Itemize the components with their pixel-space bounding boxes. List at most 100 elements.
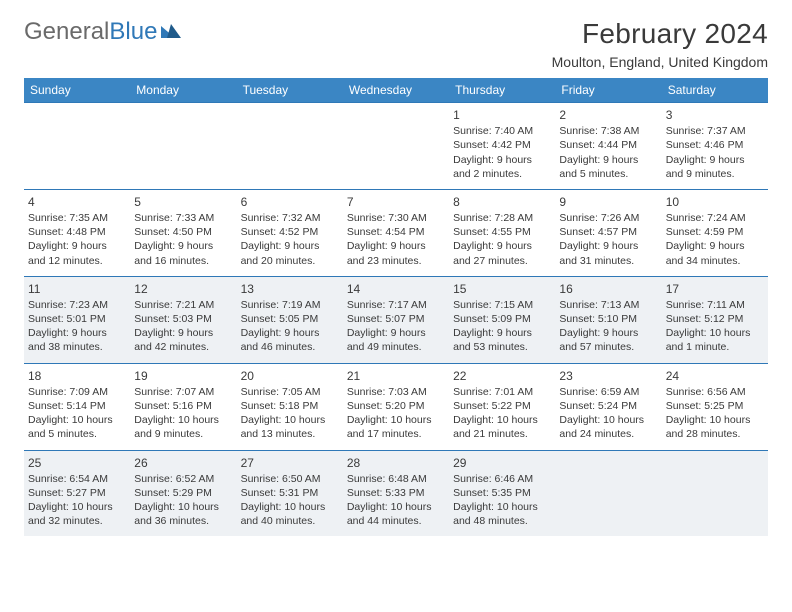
day-cell: [237, 103, 343, 190]
daylight-text-1: Daylight: 9 hours: [134, 239, 232, 253]
day-number: 14: [347, 281, 445, 297]
daylight-text-2: and 16 minutes.: [134, 254, 232, 268]
daylight-text-1: Daylight: 10 hours: [134, 500, 232, 514]
page-header: GeneralBlue February 2024 Moulton, Engla…: [24, 18, 768, 70]
daylight-text-2: and 44 minutes.: [347, 514, 445, 528]
day-number: 24: [666, 368, 764, 384]
day-cell: [24, 103, 130, 190]
day-number: 2: [559, 107, 657, 123]
calendar-page: GeneralBlue February 2024 Moulton, Engla…: [0, 0, 792, 612]
sunset-text: Sunset: 5:05 PM: [241, 312, 339, 326]
sunrise-text: Sunrise: 7:21 AM: [134, 298, 232, 312]
day-number: 10: [666, 194, 764, 210]
weekday-header: Thursday: [449, 78, 555, 103]
day-number: 5: [134, 194, 232, 210]
day-number: 1: [453, 107, 551, 123]
day-cell: 5Sunrise: 7:33 AMSunset: 4:50 PMDaylight…: [130, 189, 236, 276]
day-number: 9: [559, 194, 657, 210]
day-cell: 15Sunrise: 7:15 AMSunset: 5:09 PMDayligh…: [449, 276, 555, 363]
daylight-text-2: and 32 minutes.: [28, 514, 126, 528]
daylight-text-1: Daylight: 9 hours: [559, 239, 657, 253]
weekday-header: Wednesday: [343, 78, 449, 103]
daylight-text-1: Daylight: 9 hours: [241, 326, 339, 340]
sunset-text: Sunset: 4:52 PM: [241, 225, 339, 239]
daylight-text-2: and 12 minutes.: [28, 254, 126, 268]
weekday-header: Friday: [555, 78, 661, 103]
sunset-text: Sunset: 4:57 PM: [559, 225, 657, 239]
daylight-text-2: and 31 minutes.: [559, 254, 657, 268]
sunrise-text: Sunrise: 6:48 AM: [347, 472, 445, 486]
daylight-text-1: Daylight: 9 hours: [666, 153, 764, 167]
sunrise-text: Sunrise: 7:37 AM: [666, 124, 764, 138]
week-row: 11Sunrise: 7:23 AMSunset: 5:01 PMDayligh…: [24, 276, 768, 363]
daylight-text-2: and 17 minutes.: [347, 427, 445, 441]
daylight-text-1: Daylight: 9 hours: [559, 326, 657, 340]
day-cell: 28Sunrise: 6:48 AMSunset: 5:33 PMDayligh…: [343, 450, 449, 536]
sunrise-text: Sunrise: 6:54 AM: [28, 472, 126, 486]
sunset-text: Sunset: 5:01 PM: [28, 312, 126, 326]
daylight-text-2: and 36 minutes.: [134, 514, 232, 528]
day-number: 6: [241, 194, 339, 210]
sunset-text: Sunset: 4:55 PM: [453, 225, 551, 239]
day-cell: 6Sunrise: 7:32 AMSunset: 4:52 PMDaylight…: [237, 189, 343, 276]
day-number: 21: [347, 368, 445, 384]
sunset-text: Sunset: 4:42 PM: [453, 138, 551, 152]
daylight-text-1: Daylight: 10 hours: [241, 500, 339, 514]
sunrise-text: Sunrise: 7:38 AM: [559, 124, 657, 138]
daylight-text-2: and 13 minutes.: [241, 427, 339, 441]
week-row: 18Sunrise: 7:09 AMSunset: 5:14 PMDayligh…: [24, 363, 768, 450]
day-cell: 22Sunrise: 7:01 AMSunset: 5:22 PMDayligh…: [449, 363, 555, 450]
daylight-text-2: and 9 minutes.: [134, 427, 232, 441]
sunrise-text: Sunrise: 7:28 AM: [453, 211, 551, 225]
sunset-text: Sunset: 5:29 PM: [134, 486, 232, 500]
day-number: 19: [134, 368, 232, 384]
day-number: 12: [134, 281, 232, 297]
daylight-text-2: and 21 minutes.: [453, 427, 551, 441]
day-number: 15: [453, 281, 551, 297]
daylight-text-1: Daylight: 9 hours: [347, 326, 445, 340]
sunrise-text: Sunrise: 7:09 AM: [28, 385, 126, 399]
day-cell: 8Sunrise: 7:28 AMSunset: 4:55 PMDaylight…: [449, 189, 555, 276]
weekday-header: Saturday: [662, 78, 768, 103]
sunrise-text: Sunrise: 7:11 AM: [666, 298, 764, 312]
sunset-text: Sunset: 5:31 PM: [241, 486, 339, 500]
sunrise-text: Sunrise: 7:40 AM: [453, 124, 551, 138]
day-cell: 12Sunrise: 7:21 AMSunset: 5:03 PMDayligh…: [130, 276, 236, 363]
daylight-text-1: Daylight: 10 hours: [28, 413, 126, 427]
week-row: 1Sunrise: 7:40 AMSunset: 4:42 PM Daylight…: [24, 103, 768, 190]
sunrise-text: Sunrise: 7:01 AM: [453, 385, 551, 399]
day-number: 28: [347, 455, 445, 471]
sunset-text: Sunset: 5:16 PM: [134, 399, 232, 413]
weekday-header: Sunday: [24, 78, 130, 103]
day-cell: 17Sunrise: 7:11 AMSunset: 5:12 PMDayligh…: [662, 276, 768, 363]
daylight-text-1: Daylight: 10 hours: [134, 413, 232, 427]
daylight-text-1: Daylight: 10 hours: [559, 413, 657, 427]
daylight-text-1: Daylight: 9 hours: [241, 239, 339, 253]
daylight-text-1: Daylight: 10 hours: [241, 413, 339, 427]
day-number: 11: [28, 281, 126, 297]
sunrise-text: Sunrise: 7:32 AM: [241, 211, 339, 225]
daylight-text-2: and 20 minutes.: [241, 254, 339, 268]
daylight-text-2: and 27 minutes.: [453, 254, 551, 268]
daylight-text-2: and 49 minutes.: [347, 340, 445, 354]
daylight-text-2: and 57 minutes.: [559, 340, 657, 354]
day-cell: 19Sunrise: 7:07 AMSunset: 5:16 PMDayligh…: [130, 363, 236, 450]
day-cell: 11Sunrise: 7:23 AMSunset: 5:01 PMDayligh…: [24, 276, 130, 363]
sunrise-text: Sunrise: 7:07 AM: [134, 385, 232, 399]
day-number: 23: [559, 368, 657, 384]
day-cell: 14Sunrise: 7:17 AMSunset: 5:07 PMDayligh…: [343, 276, 449, 363]
sunrise-text: Sunrise: 6:52 AM: [134, 472, 232, 486]
daylight-text-2: and 24 minutes.: [559, 427, 657, 441]
daylight-text-2: and 48 minutes.: [453, 514, 551, 528]
day-number: 27: [241, 455, 339, 471]
logo-triangle-icon: [161, 17, 183, 45]
weekday-header-row: Sunday Monday Tuesday Wednesday Thursday…: [24, 78, 768, 103]
weekday-header: Monday: [130, 78, 236, 103]
sunrise-text: Sunrise: 7:03 AM: [347, 385, 445, 399]
sunset-text: Sunset: 4:48 PM: [28, 225, 126, 239]
day-number: 16: [559, 281, 657, 297]
daylight-text-1: Daylight: 10 hours: [347, 500, 445, 514]
day-number: 20: [241, 368, 339, 384]
sunset-text: Sunset: 5:18 PM: [241, 399, 339, 413]
sunset-text: Sunset: 5:24 PM: [559, 399, 657, 413]
